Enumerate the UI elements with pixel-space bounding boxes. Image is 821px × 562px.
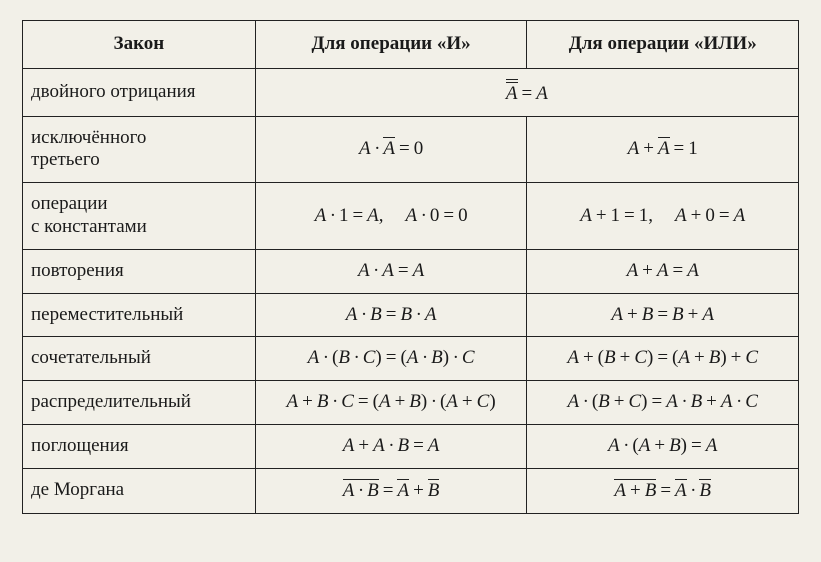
law-name-commutative: переместительный xyxy=(23,293,256,337)
table-row: исключённоготретьего A·A=0 A+A=1 xyxy=(23,116,799,183)
table-row: двойного отрицания A=A xyxy=(23,68,799,116)
formula-and-demorgan: A·B=A+B xyxy=(255,468,527,513)
law-name-demorgan: де Моргана xyxy=(23,468,256,513)
header-law: Закон xyxy=(23,21,256,69)
formula-double-negation: A=A xyxy=(255,68,798,116)
law-name-idempotent: повторения xyxy=(23,249,256,293)
table-row: поглощения A+A·B=A A·(A+B)=A xyxy=(23,424,799,468)
law-name-associative: сочетательный xyxy=(23,337,256,381)
boolean-laws-table: Закон Для операции «И» Для операции «ИЛИ… xyxy=(22,20,799,514)
formula-or-constants: A+1=1,A+0=A xyxy=(527,183,799,250)
formula-or-commutative: A+B=B+A xyxy=(527,293,799,337)
formula-or-excluded-middle: A+A=1 xyxy=(527,116,799,183)
formula-and-associative: A·(B·C)=(A·B)·C xyxy=(255,337,527,381)
table-header-row: Закон Для операции «И» Для операции «ИЛИ… xyxy=(23,21,799,69)
formula-and-constants: A·1=A,A·0=0 xyxy=(255,183,527,250)
formula-or-associative: A+(B+C)=(A+B)+C xyxy=(527,337,799,381)
formula-or-absorption: A·(A+B)=A xyxy=(527,424,799,468)
law-name-double-negation: двойного отрицания xyxy=(23,68,256,116)
law-name-absorption: поглощения xyxy=(23,424,256,468)
table-row: повторения A·A=A A+A=A xyxy=(23,249,799,293)
table-row: распределительный A+B·C=(A+B)·(A+C) A·(B… xyxy=(23,381,799,425)
table-row: переместительный A·B=B·A A+B=B+A xyxy=(23,293,799,337)
header-or: Для операции «ИЛИ» xyxy=(527,21,799,69)
formula-and-idempotent: A·A=A xyxy=(255,249,527,293)
formula-and-commutative: A·B=B·A xyxy=(255,293,527,337)
table-row: сочетательный A·(B·C)=(A·B)·C A+(B+C)=(A… xyxy=(23,337,799,381)
table-row: операциис константами A·1=A,A·0=0 A+1=1,… xyxy=(23,183,799,250)
page: Закон Для операции «И» Для операции «ИЛИ… xyxy=(0,0,821,562)
table-row: де Моргана A·B=A+B A+B=A·B xyxy=(23,468,799,513)
formula-and-distributive: A+B·C=(A+B)·(A+C) xyxy=(255,381,527,425)
law-name-constants: операциис константами xyxy=(23,183,256,250)
formula-or-demorgan: A+B=A·B xyxy=(527,468,799,513)
formula-and-excluded-middle: A·A=0 xyxy=(255,116,527,183)
formula-or-distributive: A·(B+C)=A·B+A·C xyxy=(527,381,799,425)
header-and: Для операции «И» xyxy=(255,21,527,69)
law-name-excluded-middle: исключённоготретьего xyxy=(23,116,256,183)
law-name-distributive: распределительный xyxy=(23,381,256,425)
formula-and-absorption: A+A·B=A xyxy=(255,424,527,468)
formula-or-idempotent: A+A=A xyxy=(527,249,799,293)
